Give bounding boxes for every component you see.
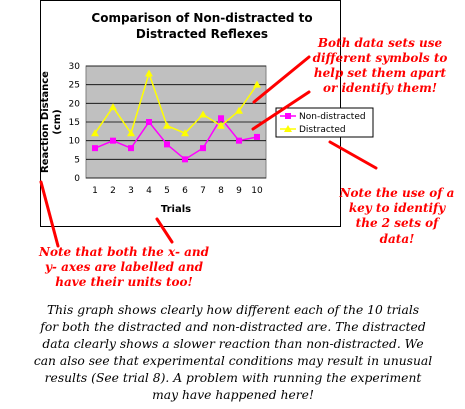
point-distracted-4 <box>145 69 153 77</box>
point-non-distracted-1 <box>92 145 98 152</box>
point-distracted-9 <box>235 106 243 114</box>
arrow-to-y-axis <box>39 180 60 248</box>
caption-line-5: results (See trial 8). A problem with ru… <box>45 371 422 385</box>
point-distracted-3 <box>127 129 135 137</box>
x-tick-7: 7 <box>200 186 206 196</box>
note-key-line-2: key to identify <box>349 201 446 215</box>
series-layer <box>91 69 261 163</box>
point-non-distracted-8 <box>218 115 224 122</box>
x-tick-3: 3 <box>128 186 134 196</box>
legend-box <box>275 107 374 138</box>
x-tick-8: 8 <box>218 186 224 196</box>
point-non-distracted-5 <box>164 141 170 148</box>
caption-line-2: for both the distracted and non-distract… <box>39 320 426 334</box>
y-tick-10: 10 <box>69 137 81 147</box>
y-tick-20: 20 <box>69 99 81 109</box>
y-tick-labels: 0 5 10 15 20 25 30 <box>69 62 81 184</box>
legend: Non-distracted Distracted <box>275 107 374 138</box>
x-tick-4: 4 <box>146 186 152 196</box>
note-axes: Note that both the x- and y- axes are la… <box>38 245 210 289</box>
caption-line-3: data clearly shows a slower reaction tha… <box>42 337 423 351</box>
series-line-non-distracted <box>94 116 258 161</box>
note-key: Note the use of a key to identify the 2 … <box>339 186 455 246</box>
caption-line-4: can also see that experimental condition… <box>34 354 432 368</box>
note-key-line-1: Note the use of a <box>339 186 455 200</box>
arrow-to-x-axis <box>155 217 174 244</box>
series-line-distracted <box>94 71 258 135</box>
y-tick-5: 5 <box>74 155 80 165</box>
x-tick-6: 6 <box>182 186 188 196</box>
note-axes-line-2: y- axes are labelled and <box>44 260 204 274</box>
point-distracted-2 <box>109 103 117 111</box>
note-symbols-line-3: help set them apart <box>314 66 447 80</box>
x-tick-10: 10 <box>251 186 263 196</box>
point-non-distracted-2 <box>110 137 116 144</box>
note-symbols-line-4: or identify them! <box>323 81 437 95</box>
legend-marker-distracted <box>284 125 292 132</box>
chart-title-line-1: Comparison of Non-distracted to <box>91 11 312 25</box>
point-distracted-10 <box>253 80 261 88</box>
note-symbols-line-2: different symbols to <box>313 51 448 65</box>
point-distracted-6 <box>181 129 189 137</box>
note-axes-line-3: have their units too! <box>55 275 193 289</box>
caption-line-1: This graph shows clearly how different e… <box>47 303 419 317</box>
legend-label-non-distracted: Non-distracted <box>299 112 366 122</box>
x-tick-9: 9 <box>236 186 242 196</box>
arrow-to-series-1 <box>252 55 311 104</box>
chart-title-line-2: Distracted Reflexes <box>136 27 268 41</box>
legend-label-distracted: Distracted <box>299 125 346 135</box>
point-non-distracted-10 <box>254 133 260 140</box>
point-non-distracted-6 <box>182 156 188 163</box>
y-axis-title-line-2: (cm) <box>52 109 63 135</box>
point-distracted-8 <box>217 121 225 129</box>
note-symbols: Both data sets use different symbols to … <box>313 36 448 95</box>
note-key-line-3: the 2 sets of <box>356 216 440 230</box>
point-distracted-7 <box>199 110 207 118</box>
y-axis-title-line-1: Reaction Distance <box>40 71 51 173</box>
y-tick-25: 25 <box>69 81 80 91</box>
x-axis-title: Trials <box>161 204 191 215</box>
y-tick-0: 0 <box>74 174 80 184</box>
x-tick-labels: 1 2 3 4 5 6 7 8 9 10 <box>92 186 263 196</box>
note-symbols-line-1: Both data sets use <box>317 36 443 50</box>
legend-marker-non-distracted <box>285 113 291 119</box>
y-tick-30: 30 <box>69 62 81 72</box>
point-non-distracted-7 <box>200 145 206 152</box>
point-non-distracted-9 <box>236 137 242 144</box>
note-axes-line-1: Note that both the x- and <box>38 245 210 259</box>
x-tick-1: 1 <box>92 186 98 196</box>
gridlines <box>86 65 266 179</box>
arrow-to-legend <box>328 140 378 170</box>
x-tick-5: 5 <box>164 186 170 196</box>
annotation-strokes <box>39 55 378 248</box>
note-key-line-4: data! <box>380 232 415 246</box>
point-distracted-5 <box>163 121 171 129</box>
point-non-distracted-3 <box>128 145 134 152</box>
y-tick-15: 15 <box>69 118 80 128</box>
point-non-distracted-4 <box>146 119 152 125</box>
x-tick-2: 2 <box>110 186 116 196</box>
arrow-to-series-2 <box>251 90 311 131</box>
point-distracted-1 <box>91 129 99 137</box>
caption-line-6: may have happened here! <box>152 388 314 402</box>
caption: This graph shows clearly how different e… <box>34 303 432 402</box>
